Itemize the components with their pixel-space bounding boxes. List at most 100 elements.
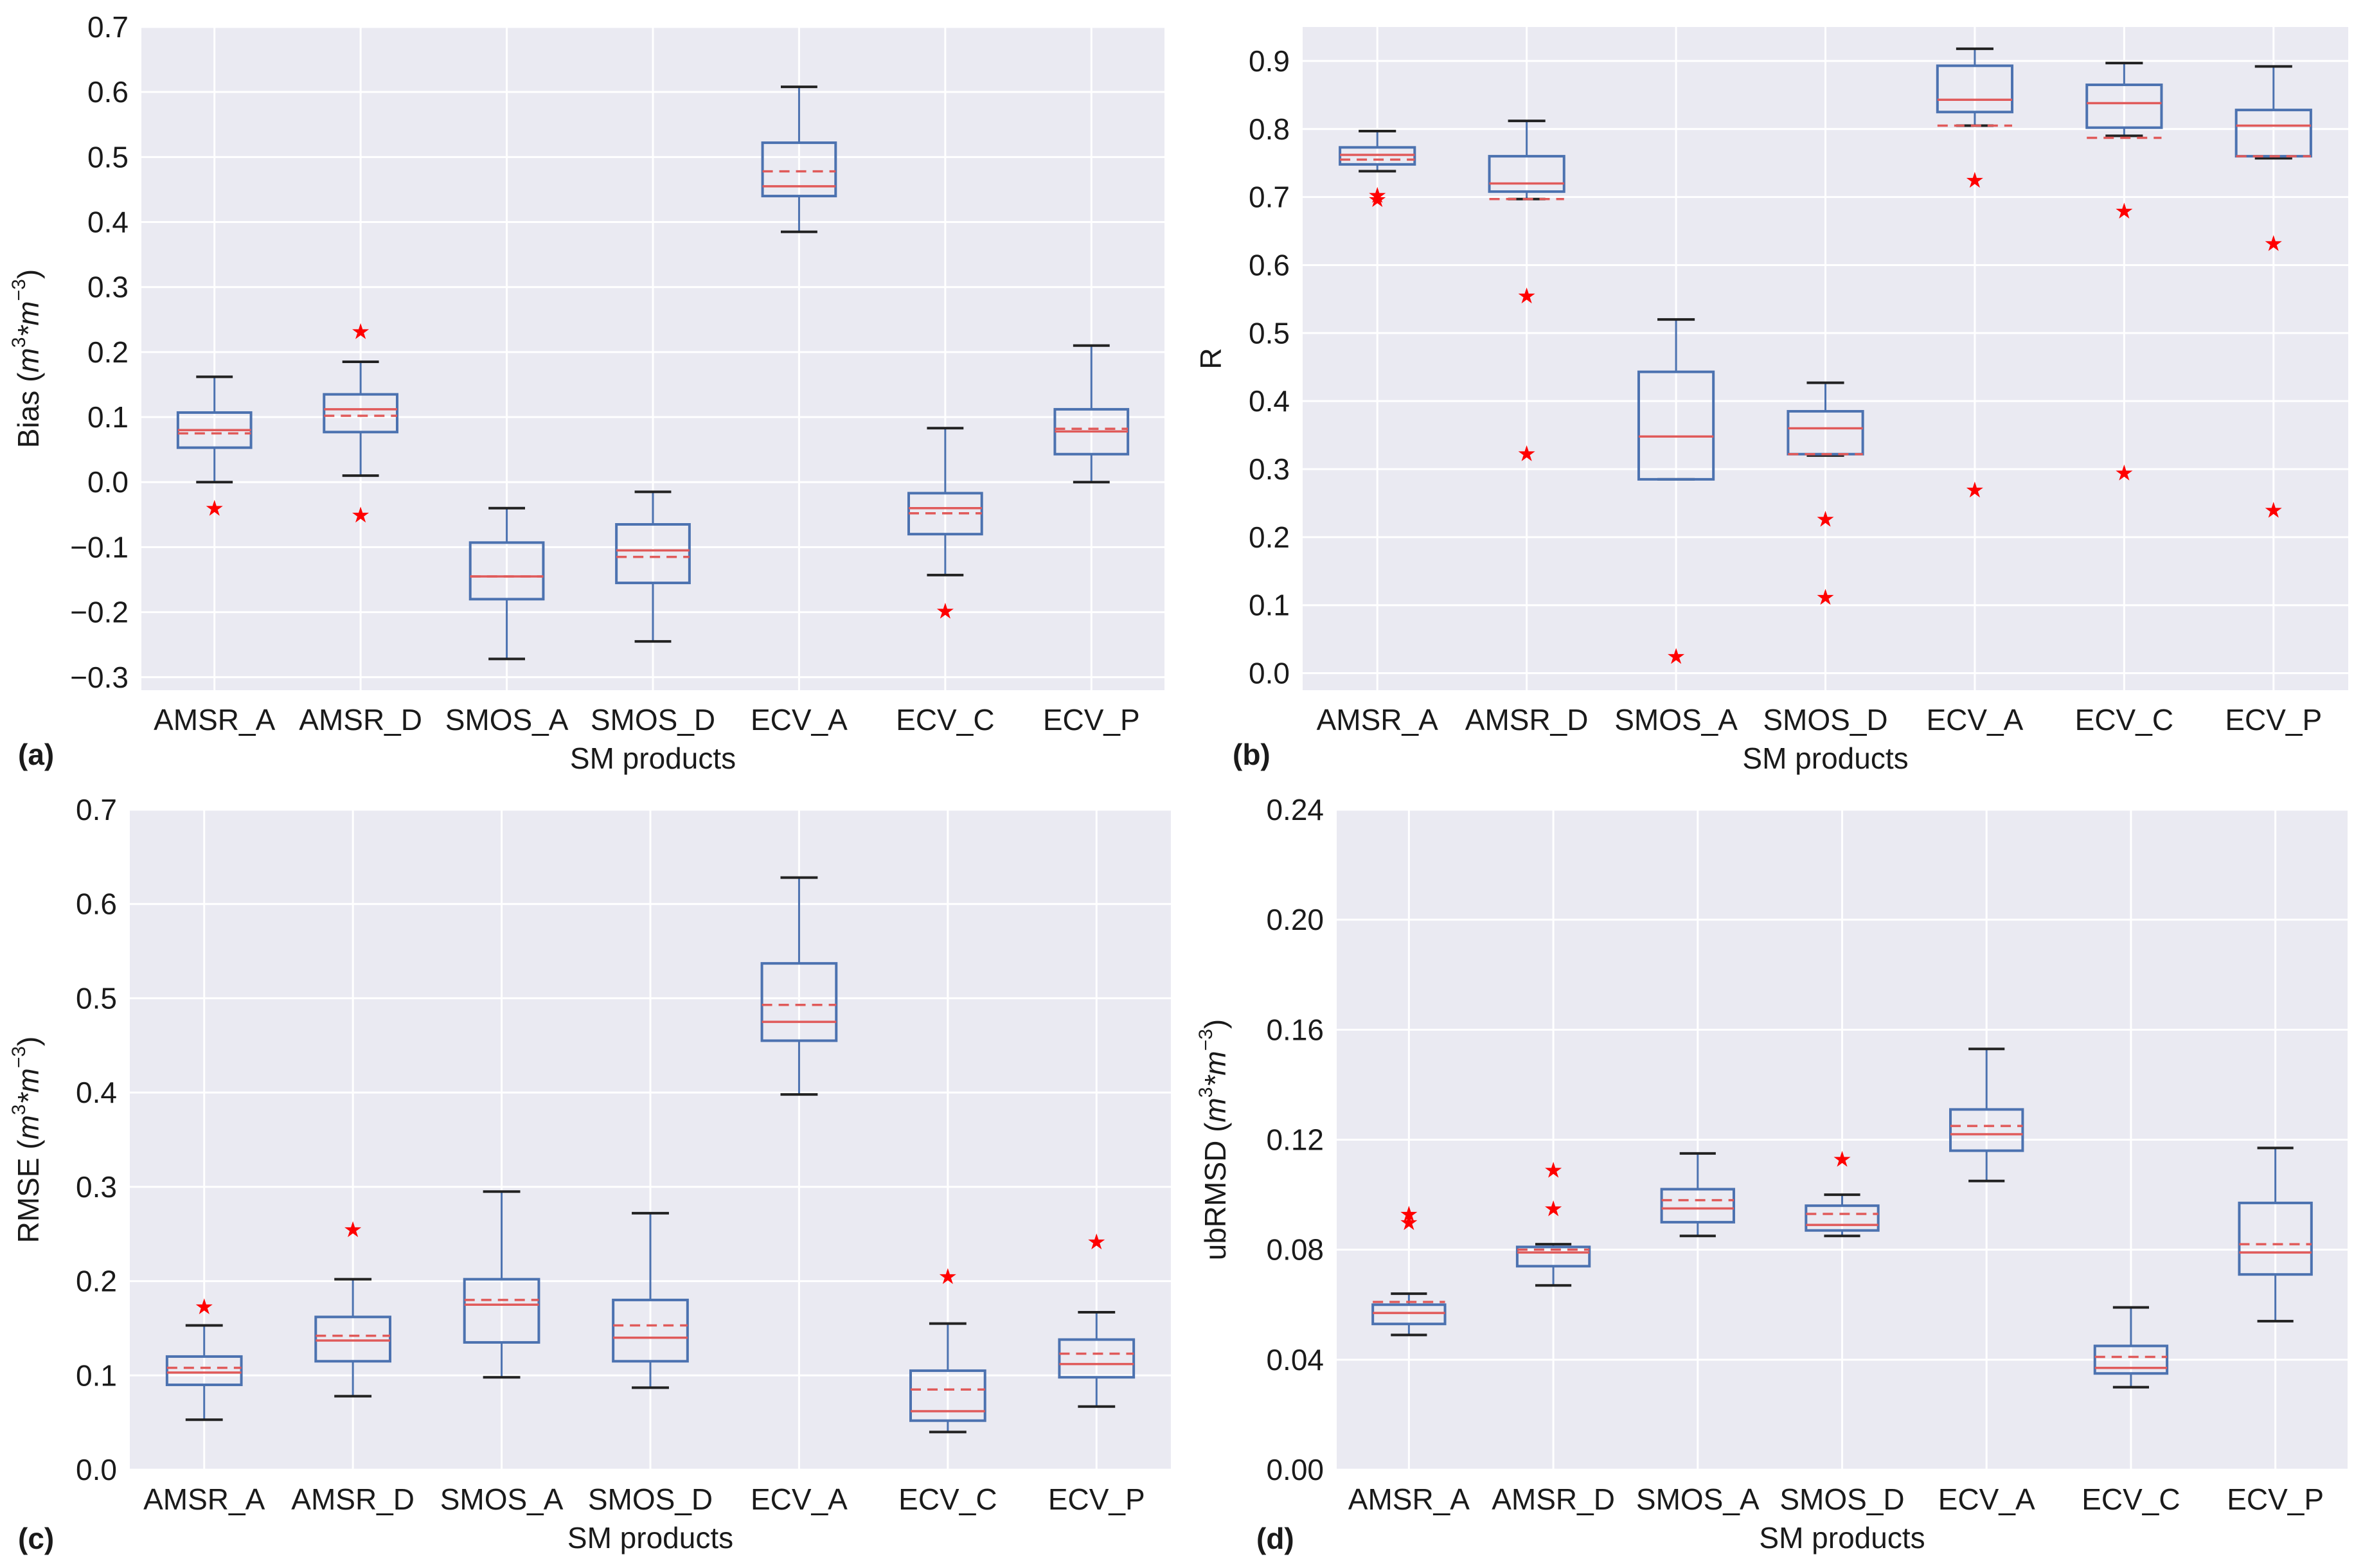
box-AMSR_D: ★	[314, 1218, 391, 1398]
outlier-marker: ★	[1815, 585, 1835, 610]
y-axis-label-tail: )	[12, 269, 45, 279]
y-tick-label: 0.3	[87, 271, 129, 304]
iqr-box	[2085, 83, 2163, 129]
y-tick-label: 0.1	[1249, 589, 1290, 622]
y-axis-label: ubRMSD (m3*m−3)	[1195, 1019, 1232, 1261]
y-tick-label: 0.7	[76, 793, 117, 826]
outlier-marker: ★	[351, 503, 370, 528]
box-ECV_C: ★★	[2085, 62, 2163, 485]
y-tick-label: 0.2	[76, 1265, 117, 1298]
outlier-marker: ★	[194, 1295, 213, 1319]
y-tick-label: 0.6	[1249, 248, 1290, 281]
x-tick-label: SMOS_A	[1636, 1483, 1760, 1516]
box-AMSR_D: ★★	[1488, 120, 1565, 467]
box-SMOS_D	[615, 490, 691, 643]
outlier-marker: ★	[2264, 499, 2283, 523]
panel-label: (b)	[1233, 738, 1271, 771]
outlier-marker: ★	[938, 1265, 958, 1289]
y-tick-label: 0.08	[1266, 1233, 1324, 1267]
iqr-box	[615, 523, 691, 585]
iqr-box	[612, 1298, 689, 1363]
iqr-box	[314, 1315, 391, 1363]
x-tick-label: ECV_A	[1938, 1483, 2035, 1516]
x-tick-label: ECV_C	[2082, 1483, 2180, 1516]
outlier-marker: ★	[1368, 188, 1387, 212]
y-axis-label: RMSE (m3*m−3)	[8, 1037, 45, 1243]
iqr-box	[1949, 1108, 2024, 1152]
y-tick-label: 0.6	[76, 887, 117, 921]
x-tick-label: AMSR_D	[291, 1483, 415, 1516]
box-AMSR_D: ★★	[1515, 1159, 1591, 1287]
y-tick-label: 0.5	[1249, 316, 1290, 350]
box-AMSR_A: ★★	[1371, 1202, 1447, 1337]
iqr-box	[463, 1278, 540, 1344]
y-axis-label-main: Bias (	[12, 372, 45, 448]
outlier-marker: ★	[1666, 645, 1686, 669]
x-axis-label: SM products	[567, 1521, 733, 1555]
y-axis-label-unit-exponent: 3	[8, 337, 30, 348]
box-SMOS_A	[1660, 1152, 1735, 1238]
box-ECV_P	[2238, 1146, 2313, 1323]
box-SMOS_D: ★★	[1787, 381, 1864, 610]
panel-b: ★★★★★★★★★★★★★ 0.00.10.20.30.40.50.60.70.…	[1194, 27, 2348, 775]
x-tick-label: AMSR_D	[1492, 1483, 1615, 1516]
box-ECV_P: ★★	[2234, 65, 2312, 523]
y-axis-label-unit-base: m	[1199, 1098, 1232, 1122]
box-SMOS_D: ★	[1805, 1147, 1880, 1238]
box-AMSR_A: ★	[176, 375, 253, 521]
y-tick-label: 0.20	[1266, 903, 1324, 936]
x-tick-label: ECV_C	[2075, 703, 2173, 736]
box-ECV_A	[760, 876, 838, 1096]
box-ECV_C: ★	[909, 1265, 986, 1434]
y-tick-label: 0.3	[76, 1170, 117, 1204]
iqr-box	[468, 541, 545, 601]
x-tick-label: AMSR_A	[1317, 703, 1438, 736]
y-tick-label: 0.7	[1249, 181, 1290, 214]
iqr-box	[1488, 155, 1565, 193]
box-ECV_C	[2093, 1306, 2169, 1389]
outlier-marker: ★	[936, 600, 955, 624]
x-tick-label: SMOS_A	[445, 703, 569, 736]
y-tick-label: 0.0	[1249, 657, 1290, 690]
x-tick-label: ECV_P	[2227, 1483, 2324, 1516]
y-tick-label: 0.4	[1249, 384, 1290, 418]
y-tick-label: 0.2	[87, 335, 129, 369]
x-tick-label: ECV_C	[898, 1483, 997, 1516]
iqr-box	[1515, 1245, 1591, 1268]
y-tick-label: 0.0	[87, 465, 129, 499]
outlier-marker: ★	[2114, 461, 2134, 485]
outlier-marker: ★	[1399, 1202, 1418, 1227]
outlier-marker: ★	[1368, 183, 1387, 208]
box-ECV_A	[761, 85, 837, 233]
x-tick-label: ECV_A	[751, 703, 848, 736]
outlier-marker: ★	[1087, 1230, 1106, 1254]
y-axis-label-tail: )	[1199, 1019, 1232, 1029]
y-tick-label: 0.0	[76, 1453, 117, 1486]
iqr-box	[1058, 1338, 1136, 1379]
y-axis-label-unit-exponent-2: −3	[8, 279, 30, 301]
y-tick-label: 0.6	[87, 75, 129, 109]
panel-label: (c)	[18, 1522, 54, 1555]
outlier-marker: ★	[1815, 507, 1835, 531]
y-tick-label: 0.12	[1266, 1123, 1324, 1157]
box-ECV_A	[1949, 1047, 2024, 1182]
x-tick-label: SMOS_A	[1614, 703, 1738, 736]
x-axis-label: SM products	[570, 742, 736, 775]
x-tick-label: AMSR_A	[143, 1483, 265, 1516]
y-tick-label: 0.1	[76, 1359, 117, 1392]
y-tick-label: 0.00	[1266, 1453, 1324, 1486]
x-tick-label: SMOS_A	[440, 1483, 564, 1516]
x-tick-label: ECV_A	[751, 1483, 848, 1516]
outlier-marker: ★	[1832, 1147, 1851, 1172]
box-SMOS_A: ★	[1637, 318, 1715, 669]
x-tick-label: SMOS_D	[591, 703, 715, 736]
x-axis-label: SM products	[1759, 1521, 1925, 1555]
y-axis-label-main: ubRMSD (	[1199, 1122, 1232, 1260]
box-ECV_P: ★	[1058, 1230, 1136, 1408]
iqr-box	[323, 393, 398, 434]
y-tick-label: 0.2	[1249, 521, 1290, 554]
outlier-marker: ★	[343, 1218, 362, 1242]
outlier-marker: ★	[1965, 168, 1984, 193]
outlier-marker: ★	[1544, 1197, 1563, 1221]
outlier-marker: ★	[2114, 199, 2134, 224]
